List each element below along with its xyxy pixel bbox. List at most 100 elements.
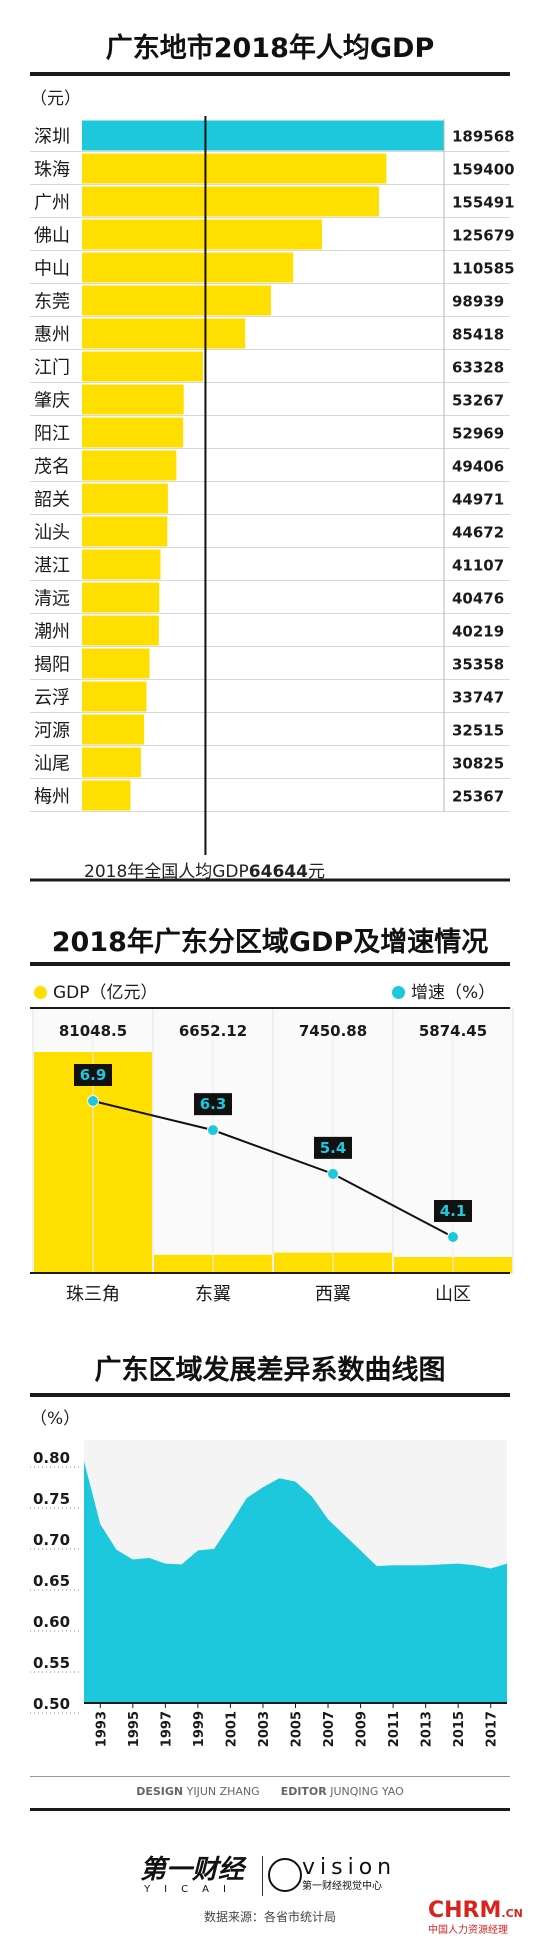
value-label: 30825: [452, 755, 504, 773]
x-tick-label: 2015: [452, 1711, 467, 1747]
editor-label: EDITOR: [280, 1785, 327, 1798]
value-label: 32515: [452, 722, 504, 740]
category-label: 阳江: [34, 424, 70, 445]
chrm-watermark-cn: .CN: [501, 1907, 523, 1920]
chart1-reference-label: 2018年全国人均GDP64644元: [84, 857, 325, 882]
x-tick-label: 2005: [290, 1711, 305, 1747]
bar: [82, 351, 203, 382]
category-label: 中山: [34, 259, 70, 280]
y-tick-label: 0.80: [33, 1449, 70, 1467]
x-tick-label: 2011: [387, 1711, 402, 1747]
category-label: 清远: [34, 589, 70, 610]
value-label: 53267: [452, 392, 504, 410]
chart2-legend-growth: 增速（%）: [392, 978, 495, 1003]
chart1-top-rule: [30, 72, 510, 76]
chart3-unit: （%）: [30, 1409, 81, 1429]
growth-point: [327, 1167, 339, 1180]
category-label: 河源: [34, 721, 70, 742]
x-tick-label: 2007: [322, 1711, 337, 1747]
gdp-value-label: 5874.45: [419, 1022, 487, 1040]
growth-line: [92, 1100, 454, 1238]
category-label: 东翼: [195, 1284, 231, 1305]
credits: DESIGN YIJUN ZHANG EDITOR JUNQING YAO: [0, 1785, 540, 1798]
footer-top-rule: [30, 1776, 510, 1777]
category-label: 东莞: [34, 292, 70, 313]
x-tick-label: 2017: [485, 1711, 500, 1747]
editor-name: JUNQING YAO: [330, 1785, 404, 1798]
yicai-logo-sub: YICAI: [144, 1884, 240, 1895]
value-label: 40476: [452, 590, 504, 608]
chart2-svg: 81048.5 珠三角 6652.12 东翼 7450.88 西翼 5874.45 山区 6.9…: [30, 1007, 514, 1305]
bar: [82, 120, 444, 151]
x-tick-label: 2003: [257, 1711, 272, 1747]
bar: [82, 252, 294, 283]
value-label: 40219: [452, 623, 504, 641]
bar: [82, 582, 160, 613]
bar: [82, 549, 161, 580]
bar: [82, 384, 184, 415]
chart2-legend-gdp: GDP（亿元）: [34, 978, 158, 1003]
growth-value-label: 4.1: [440, 1202, 467, 1220]
growth-point: [87, 1095, 99, 1107]
value-label: 85418: [452, 326, 504, 344]
category-label: 茂名: [34, 457, 70, 478]
chrm-watermark-main: CHRM: [428, 1898, 502, 1923]
x-tick-label: 1999: [192, 1711, 207, 1747]
growth-value-label: 6.9: [80, 1066, 107, 1084]
value-label: 110585: [452, 260, 515, 278]
category-label: 潮州: [34, 622, 70, 643]
value-label: 125679: [452, 227, 515, 245]
y-tick-label: 0.55: [33, 1654, 70, 1672]
gdp-value-label: 7450.88: [299, 1022, 367, 1040]
x-tick-label: 1993: [94, 1711, 109, 1747]
category-label: 汕尾: [34, 754, 70, 775]
legend-cyan-dot: [392, 986, 405, 999]
category-label: 惠州: [34, 325, 70, 346]
chart2-top-rule: [30, 962, 510, 966]
vision-logo-sub: 第一财经视觉中心: [302, 1881, 382, 1892]
bar: [82, 153, 387, 184]
value-label: 159400: [452, 161, 515, 179]
chart1-reference-value: 64644: [248, 862, 308, 882]
legend-growth-label: 增速（%）: [411, 983, 496, 1003]
vision-circle-icon: [268, 1858, 302, 1892]
chrm-watermark-sub: 中国人力资源经理: [428, 1925, 508, 1936]
x-tick-label: 2001: [224, 1711, 239, 1747]
data-source: 数据来源：各省市统计局: [203, 1910, 336, 1924]
value-label: 33747: [452, 689, 504, 707]
category-label: 韶关: [34, 490, 70, 511]
value-label: 44672: [452, 524, 504, 542]
category-label: 梅州: [34, 787, 70, 808]
bar: [82, 318, 246, 349]
value-label: 44971: [452, 491, 504, 509]
category-label: 山区: [435, 1284, 471, 1305]
value-label: 52969: [452, 425, 504, 443]
vision-logo-text: vision: [302, 1855, 397, 1880]
category-label: 珠三角: [66, 1284, 120, 1305]
category-label: 肇庆: [34, 391, 70, 412]
yicai-logo-text: 第一财经: [139, 1855, 244, 1885]
bar: [82, 186, 379, 217]
chart1-reference-suffix: 元: [307, 862, 325, 882]
value-label: 41107: [452, 557, 504, 575]
chart1-svg: 深圳 189568 珠海 159400 广州 155491 佛山 125679 中山 110585…: [30, 116, 515, 882]
value-label: 98939: [452, 293, 504, 311]
chart2-title: 2018年广东分区域GDP及增速情况: [51, 927, 489, 958]
category-label: 佛山: [34, 226, 70, 247]
value-label: 63328: [452, 359, 504, 377]
y-tick-label: 0.75: [33, 1490, 70, 1508]
chart3-svg: 0.80 0.75 0.70 0.65 0.60 0.55 0.50 1993 1995 1997…: [30, 1440, 507, 1747]
bar: [82, 483, 168, 514]
growth-point: [207, 1124, 219, 1137]
growth-label-box: [434, 1200, 472, 1222]
legend-gdp-label: GDP（亿元）: [53, 983, 158, 1003]
x-tick-label: 1997: [159, 1711, 174, 1747]
chart3-title: 广东区域发展差异系数曲线图: [94, 1355, 446, 1386]
category-label: 湛江: [34, 556, 70, 577]
gdp-value-label: 81048.5: [59, 1022, 127, 1040]
growth-label-box: [194, 1093, 232, 1116]
value-label: 49406: [452, 458, 504, 476]
y-tick-label: 0.50: [33, 1695, 70, 1713]
x-tick-label: 2009: [355, 1711, 370, 1747]
growth-label-box: [314, 1136, 352, 1159]
